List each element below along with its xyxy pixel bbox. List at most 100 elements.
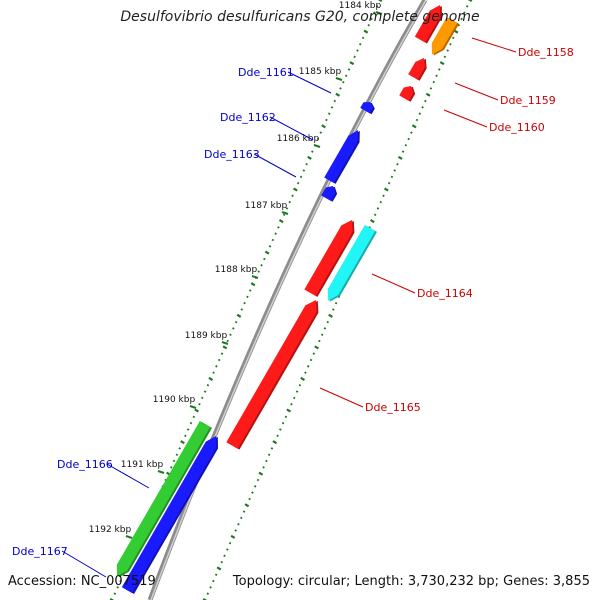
gene-leader-line	[319, 387, 364, 408]
gene-leader-line	[61, 550, 107, 578]
kbp-tick-label: 1192 kbp	[89, 525, 132, 535]
topology-text: Topology: circular; Length: 3,730,232 bp…	[232, 574, 590, 589]
tick-mark	[192, 415, 196, 419]
gene-label-text: Dde_1163	[204, 148, 260, 161]
kbp-tick-label: 1186 kbp	[277, 134, 320, 144]
tick-mark	[119, 579, 122, 583]
tick-mark	[421, 106, 424, 109]
tick-mark	[401, 150, 405, 153]
gene-label-text: Dde_1162	[220, 111, 276, 124]
tick-mark	[356, 49, 359, 52]
gene-label-dde-1165[interactable]: Dde_1165	[319, 387, 421, 414]
tick-mark	[411, 124, 417, 129]
tick-mark	[285, 207, 289, 210]
tick-mark	[451, 36, 455, 40]
kbp-labels: 1184 kbp 1185 kbp 1186 kbp 1187 kbp 1188 kbp…	[89, 1, 383, 539]
tick-mark	[320, 333, 324, 336]
gene-label-dde-1164[interactable]: Dde_1164	[371, 273, 473, 300]
tick-mark	[202, 597, 208, 600]
tick-mark	[281, 421, 285, 425]
gene-arrow-dde-1163[interactable]	[321, 186, 338, 202]
kbp-tick-label: 1187 kbp	[245, 201, 288, 211]
tick-mark	[425, 92, 431, 97]
gene-arrow-dde-1162[interactable]	[324, 130, 360, 184]
tick-mark	[236, 313, 242, 318]
tick-mark	[229, 333, 232, 336]
tick-mark	[175, 453, 179, 456]
tick-mark	[323, 327, 327, 330]
gene-arrow-dde-1160[interactable]	[399, 86, 416, 102]
tick-mark	[186, 428, 190, 431]
gene-label-dde-1161[interactable]: Dde_1161	[238, 66, 332, 94]
tick-mark	[424, 99, 427, 103]
gene-label-dde-1163[interactable]: Dde_1163	[204, 148, 297, 178]
gene-label-dde-1162[interactable]: Dde_1162	[220, 111, 314, 141]
gene-arrow-body	[360, 102, 374, 114]
tick-mark	[203, 390, 207, 393]
gene-label-dde-1158[interactable]: Dde_1158	[471, 37, 574, 59]
tick-mark	[344, 74, 348, 78]
gene-leader-line	[454, 82, 499, 101]
tick-mark	[239, 516, 243, 520]
gene-arrow-dde-1159[interactable]	[408, 58, 427, 81]
tick-mark	[347, 68, 351, 71]
tick-mark	[180, 440, 185, 445]
tick-mark	[272, 440, 278, 445]
gene-arrow-dde-1158[interactable]	[431, 17, 459, 56]
tick-mark	[109, 597, 115, 600]
tick-mark	[311, 150, 314, 153]
tick-mark	[263, 257, 266, 261]
gene-label-dde-1159[interactable]: Dde_1159	[454, 82, 556, 107]
gene-arrow-dde-1164-red[interactable]	[304, 220, 355, 297]
gene-arrow-body	[431, 17, 458, 55]
tick-mark	[305, 162, 308, 166]
gene-label-dde-1160[interactable]: Dde_1160	[443, 109, 545, 134]
tick-mark	[223, 554, 226, 558]
tick-mark	[316, 137, 320, 141]
tick-mark	[335, 92, 341, 97]
gene-label-text: Dde_1158	[518, 46, 574, 59]
gene-arrow-dde-1161[interactable]	[360, 102, 375, 115]
gene-arrow-body	[324, 130, 358, 183]
tick-mark	[172, 459, 176, 463]
gene-arrow-dde-1165[interactable]	[226, 300, 319, 450]
tick-mark	[226, 548, 229, 551]
tick-mark	[333, 99, 337, 103]
gene-arrow-body	[121, 436, 217, 594]
tick-mark	[342, 80, 345, 84]
tick-mark	[292, 396, 296, 400]
gene-arrow-dde-1167[interactable]	[121, 436, 218, 595]
tick-mark	[465, 5, 469, 8]
tick-mark	[438, 68, 441, 71]
tick-mark	[243, 301, 246, 305]
tick-mark	[327, 112, 331, 115]
genome-backbone-highlight	[150, 0, 427, 600]
gene-arrow-dde-1158-a[interactable]	[414, 5, 442, 44]
tick-mark	[373, 213, 377, 216]
tick-mark	[201, 396, 204, 400]
gene-label-text: Dde_1167	[12, 545, 68, 558]
gene-arrow-body	[116, 421, 211, 577]
tick-mark	[407, 137, 410, 141]
tick-mark	[410, 131, 413, 134]
tick-mark	[260, 264, 263, 267]
gene-label-dde-1167[interactable]: Dde_1167	[12, 545, 107, 578]
tick-mark	[274, 232, 277, 235]
tick-mark	[300, 376, 305, 381]
tick-mark	[349, 61, 355, 66]
tick-mark	[265, 459, 268, 463]
tick-mark	[435, 74, 438, 78]
kbp-tick-label: 1188 kbp	[215, 265, 258, 275]
gene-label-dde-1166[interactable]: Dde_1166	[57, 458, 150, 489]
tick-mark	[326, 320, 330, 324]
tick-mark	[339, 87, 342, 90]
tick-mark	[268, 245, 272, 248]
tick-mark	[367, 24, 370, 27]
tick-mark	[370, 219, 375, 224]
accession-text: Accession: NC_007519	[8, 574, 156, 589]
tick-mark	[460, 17, 463, 21]
gene-arrow-dde-1164[interactable]	[327, 225, 377, 302]
gene-arrow-dde-1166[interactable]	[116, 421, 212, 578]
tick-mark	[217, 358, 221, 362]
